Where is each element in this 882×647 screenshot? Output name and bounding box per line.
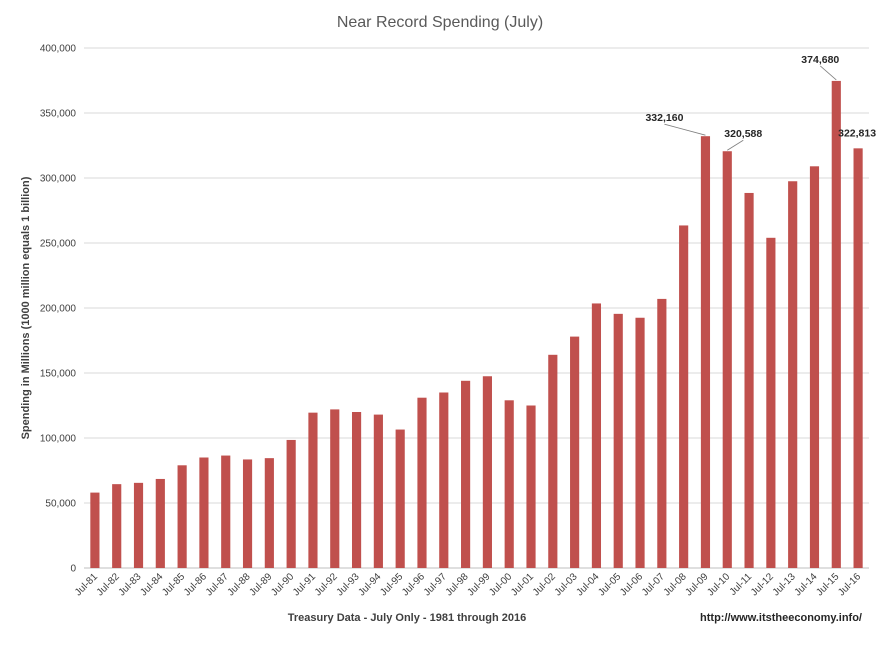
data-label: 320,588 [724, 128, 762, 140]
y-tick-label: 300,000 [40, 174, 77, 185]
bar [700, 136, 711, 568]
x-tick-label: Jul-81 [73, 571, 100, 598]
x-tick-label: Jul-15 [814, 571, 841, 598]
bar [155, 478, 165, 568]
y-tick-label: 400,000 [40, 44, 77, 55]
bar [221, 455, 231, 568]
x-tick-label: Jul-09 [684, 571, 711, 598]
x-tick-label: Jul-00 [487, 571, 514, 598]
x-tick-label: Jul-90 [269, 571, 296, 598]
x-tick-label: Jul-95 [378, 571, 405, 598]
data-label-leader [727, 139, 744, 151]
y-tick-label: 350,000 [40, 109, 77, 120]
bar [831, 80, 841, 568]
x-tick-label: Jul-84 [138, 571, 165, 598]
bar [570, 336, 580, 568]
data-label: 374,680 [801, 54, 839, 66]
x-tick-label: Jul-97 [422, 571, 449, 598]
y-tick-label: 150,000 [40, 369, 77, 380]
x-tick-label: Jul-08 [662, 571, 689, 598]
bar [133, 482, 144, 568]
y-tick-label: 0 [70, 564, 76, 575]
x-tick-label: Jul-98 [444, 571, 471, 598]
x-tick-label: Jul-05 [596, 571, 623, 598]
data-labels: 332,160 320,588 374,680 322,813 [645, 54, 876, 151]
x-tick-label: Jul-06 [618, 571, 645, 598]
bar [177, 465, 187, 568]
x-tick-label: Jul-02 [531, 571, 558, 598]
y-tick-label: 250,000 [40, 239, 77, 250]
bar [308, 412, 318, 568]
y-tick-label: 100,000 [40, 434, 77, 445]
bar [286, 439, 296, 568]
x-tick-label: Jul-07 [640, 571, 667, 598]
x-tick-label: Jul-13 [771, 571, 798, 598]
bar [744, 192, 754, 568]
bar [766, 237, 776, 569]
x-tick-label: Jul-01 [509, 571, 536, 598]
bar [199, 457, 209, 568]
x-tick-label: Jul-99 [465, 571, 492, 598]
x-tick-label: Jul-87 [204, 571, 231, 598]
data-label: 332,160 [645, 112, 683, 124]
bar [351, 412, 362, 568]
bar [264, 458, 274, 568]
x-axis-label: Treasury Data - July Only - 1981 through… [288, 612, 526, 624]
bar [548, 354, 558, 568]
bar [461, 380, 471, 568]
x-tick-label: Jul-92 [313, 571, 340, 598]
bar [330, 409, 340, 568]
bar [417, 397, 427, 568]
bar [635, 317, 645, 568]
bar [809, 166, 820, 569]
y-tick-label: 50,000 [45, 499, 76, 510]
x-tick-label: Jul-16 [836, 571, 863, 598]
x-tick-label: Jul-88 [226, 571, 253, 598]
x-tick-label: Jul-82 [95, 571, 122, 598]
bar [112, 484, 122, 568]
bar [679, 225, 689, 568]
x-tick-label: Jul-94 [356, 571, 383, 598]
y-axis-label: Spending in Millions (1000 million equal… [20, 176, 32, 439]
x-tick-label: Jul-03 [553, 571, 580, 598]
bar [395, 429, 405, 568]
data-label: 322,813 [838, 127, 876, 139]
bars [90, 80, 863, 569]
data-label-leader [664, 123, 706, 136]
y-tick-label: 200,000 [40, 304, 77, 315]
x-tick-label: Jul-83 [117, 571, 144, 598]
gridlines [84, 47, 869, 569]
bar [504, 400, 514, 568]
x-tick-label: Jul-04 [575, 571, 602, 598]
bar [853, 148, 863, 569]
data-label-leader [820, 65, 837, 81]
bar [722, 151, 732, 568]
bar [788, 181, 798, 568]
bar [373, 414, 383, 568]
x-tick-label: Jul-10 [705, 571, 732, 598]
x-tick-label: Jul-14 [793, 571, 820, 598]
x-tick-label: Jul-93 [335, 571, 362, 598]
x-tick-label: Jul-12 [749, 571, 776, 598]
x-tick-label: Jul-85 [160, 571, 187, 598]
bar [591, 303, 602, 568]
x-tick-label: Jul-86 [182, 571, 209, 598]
x-tick-label: Jul-11 [728, 571, 755, 598]
bar [526, 405, 536, 568]
x-tick-label: Jul-89 [247, 571, 274, 598]
bar [439, 392, 449, 568]
bar [657, 298, 667, 568]
x-axis-ticks: Jul-81Jul-82Jul-83Jul-84Jul-85Jul-86Jul-… [73, 571, 864, 598]
x-tick-label: Jul-91 [291, 571, 318, 598]
x-tick-label: Jul-96 [400, 571, 427, 598]
bar [482, 376, 492, 568]
source-url: http://www.itstheeconomy.info/ [700, 612, 862, 624]
bar [90, 492, 100, 568]
y-axis-ticks: 0 50,000 100,000 150,000 200,000 250,000 300,0… [40, 44, 77, 575]
chart-title: Near Record Spending (July) [337, 14, 543, 31]
bar [613, 313, 623, 568]
bar [242, 459, 253, 568]
